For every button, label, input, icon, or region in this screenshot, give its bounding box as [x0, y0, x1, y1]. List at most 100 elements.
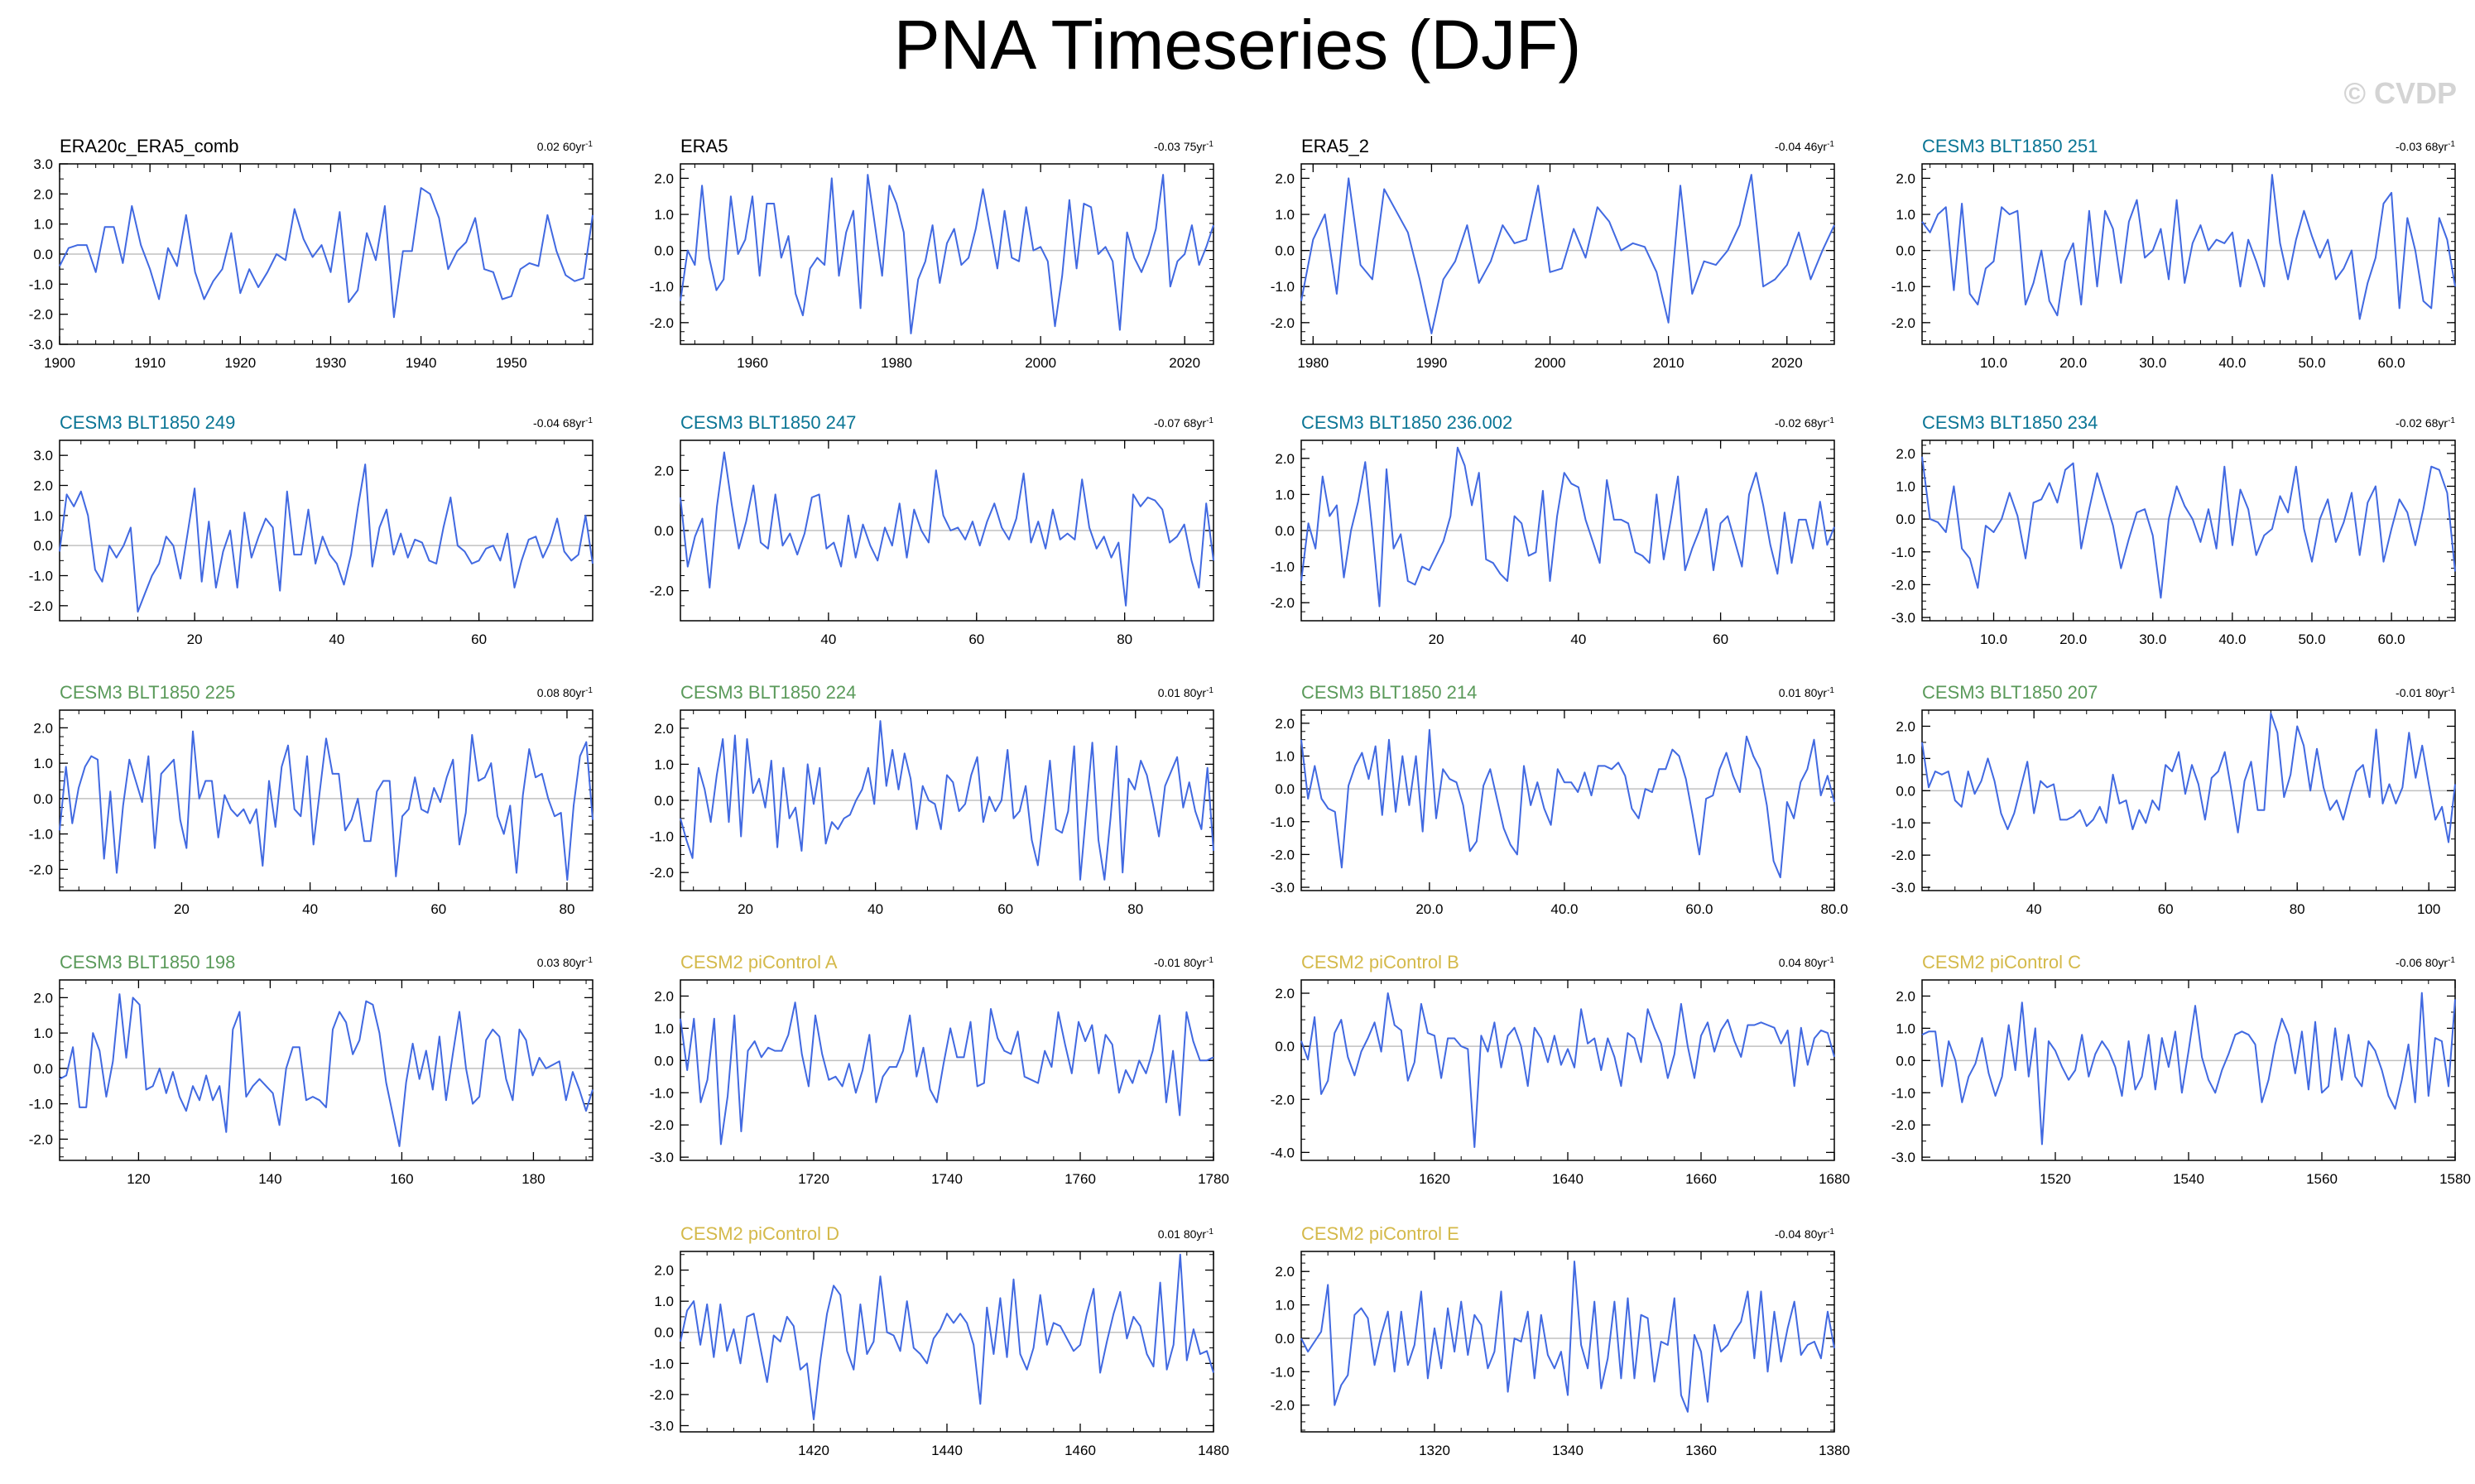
- y-tick-label: 1.0: [1275, 1298, 1295, 1314]
- y-tick-label: 1.0: [654, 207, 674, 223]
- panel-title: CESM3 BLT1850 198: [60, 952, 235, 973]
- pna-panel-16: CESM2 piControl C -0.06 80yr-1 2.0 1.0 0.0 -1…: [1891, 952, 2471, 1187]
- x-tick-label: 1930: [315, 355, 347, 371]
- y-tick-label: -1.0: [1891, 545, 1915, 560]
- y-tick-label: -1.0: [650, 829, 674, 845]
- plot-frame: [1300, 1251, 1835, 1433]
- y-tick-label: 2.0: [1275, 1264, 1295, 1280]
- x-tick-label: 60: [2158, 901, 2174, 917]
- y-tick-label: 2.0: [33, 990, 53, 1006]
- x-tick-label: 40.0: [2218, 355, 2246, 371]
- plot-frame: [680, 163, 1214, 345]
- y-tick-label: 2.0: [1896, 718, 1915, 734]
- x-tick-label: 60.0: [2378, 355, 2405, 371]
- y-tick-label: 0.0: [1275, 1331, 1295, 1347]
- x-tick-label: 80: [560, 901, 575, 917]
- y-tick-label: -1.0: [650, 1085, 674, 1101]
- trend-label: 0.08 80yr-1: [537, 686, 594, 700]
- x-tick-label: 1460: [1064, 1443, 1096, 1458]
- x-tick-label: 60: [471, 632, 487, 647]
- y-tick-label: 1.0: [654, 756, 674, 772]
- pna-panel-6: CESM3 BLT1850 247 -0.07 68yr-1 2.0 0.0 -2.0 4…: [650, 412, 1214, 647]
- plot-frame: [1300, 979, 1835, 1161]
- x-tick-label: 1320: [1419, 1443, 1450, 1458]
- y-tick-label: 0.0: [1275, 1039, 1295, 1054]
- pna-panel-17: CESM2 piControl D 0.01 80yr-1 2.0 1.0 0.0 -1.…: [650, 1223, 1229, 1458]
- pna-panel-4: CESM3 BLT1850 251 -0.03 68yr-1 2.0 1.0 0.0 -1…: [1891, 136, 2456, 371]
- pna-panel-12: CESM3 BLT1850 207 -0.01 80yr-1 2.0 1.0 0.0 -1…: [1891, 682, 2456, 917]
- x-tick-label: 60: [968, 632, 984, 647]
- pna-series-line: [1921, 456, 2456, 599]
- x-tick-label: 1900: [44, 355, 75, 371]
- pna-series-line: [59, 463, 594, 613]
- y-tick-label: -1.0: [1891, 1085, 1915, 1101]
- panel-title: CESM3 BLT1850 251: [1922, 136, 2098, 156]
- x-tick-label: 1640: [1552, 1171, 1584, 1187]
- y-tick-label: 0.0: [654, 793, 674, 809]
- y-tick-label: 0.0: [33, 1061, 53, 1077]
- y-tick-label: 2.0: [1275, 716, 1295, 732]
- panel-title: CESM3 BLT1850 214: [1301, 682, 1477, 703]
- pna-series-line: [1921, 992, 2456, 1145]
- pna-panel-2: ERA5 -0.03 75yr-1 2.0 1.0 0.0 -1.0 -2.0 1960 198…: [650, 136, 1214, 371]
- trend-label: 0.02 60yr-1: [537, 140, 594, 154]
- plot-frame: [1921, 163, 2456, 345]
- panel-title: CESM3 BLT1850 207: [1922, 682, 2098, 703]
- pna-series-line: [1921, 174, 2456, 320]
- x-tick-label: 1620: [1419, 1171, 1450, 1187]
- panel-title: CESM2 piControl C: [1922, 952, 2081, 973]
- x-tick-label: 2000: [1535, 355, 1566, 371]
- y-tick-label: -2.0: [1271, 315, 1295, 331]
- y-tick-label: -1.0: [29, 1097, 53, 1112]
- y-tick-label: -2.0: [1271, 847, 1295, 862]
- y-tick-label: 0.0: [33, 791, 53, 807]
- y-tick-label: -2.0: [650, 1117, 674, 1133]
- pna-series-line: [680, 1253, 1214, 1420]
- pna-series-line: [680, 174, 1214, 334]
- y-tick-label: 1.0: [1275, 207, 1295, 223]
- x-tick-label: 40: [820, 632, 836, 647]
- y-tick-label: 2.0: [1896, 988, 1915, 1004]
- x-tick-label: 80: [1127, 901, 1143, 917]
- x-tick-label: 60: [997, 901, 1013, 917]
- y-tick-label: 0.0: [654, 243, 674, 259]
- y-tick-label: 0.0: [1896, 1053, 1915, 1069]
- y-tick-label: 1.0: [1275, 748, 1295, 764]
- trend-label: -0.07 68yr-1: [1154, 416, 1213, 430]
- pna-panel-10: CESM3 BLT1850 224 0.01 80yr-1 2.0 1.0 0.0 -1.…: [650, 682, 1214, 917]
- y-tick-label: -3.0: [1891, 880, 1915, 896]
- y-tick-label: 0.0: [1896, 511, 1915, 527]
- x-tick-label: 60: [1713, 632, 1728, 647]
- pna-series-line: [59, 993, 594, 1147]
- panel-title: CESM3 BLT1850 234: [1922, 412, 2098, 433]
- y-tick-label: -1.0: [1271, 560, 1295, 575]
- y-tick-label: 1.0: [654, 1021, 674, 1036]
- y-tick-label: 3.0: [33, 448, 53, 463]
- y-tick-label: 2.0: [1275, 986, 1295, 1001]
- panel-title: CESM2 piControl D: [680, 1223, 839, 1244]
- pna-panel-5: CESM3 BLT1850 249 -0.04 68yr-1 3.0 2.0 1.0 0.…: [29, 412, 594, 647]
- x-tick-label: 1680: [1819, 1171, 1850, 1187]
- x-tick-label: 1660: [1685, 1171, 1717, 1187]
- y-tick-label: -3.0: [29, 337, 53, 353]
- y-tick-label: -2.0: [29, 1131, 53, 1147]
- x-tick-label: 2020: [1771, 355, 1803, 371]
- y-tick-label: -2.0: [1891, 315, 1915, 331]
- y-tick-label: 2.0: [1275, 451, 1295, 467]
- x-tick-label: 1580: [2439, 1171, 2471, 1187]
- x-tick-label: 30.0: [2139, 355, 2166, 371]
- y-tick-label: -2.0: [29, 307, 53, 323]
- x-tick-label: 80: [2290, 901, 2305, 917]
- trend-label: 0.01 80yr-1: [1158, 1227, 1214, 1241]
- x-tick-label: 40.0: [2218, 632, 2246, 647]
- x-tick-label: 180: [521, 1171, 545, 1187]
- trend-label: 0.01 80yr-1: [1158, 686, 1214, 700]
- pna-series-line: [680, 1001, 1214, 1145]
- y-tick-label: -1.0: [650, 279, 674, 295]
- plot-frame: [680, 1251, 1214, 1433]
- y-tick-label: 2.0: [654, 463, 674, 478]
- x-tick-label: 30.0: [2139, 632, 2166, 647]
- x-tick-label: 1960: [737, 355, 768, 371]
- panel-title: CESM2 piControl B: [1301, 952, 1459, 973]
- y-tick-label: -1.0: [1271, 279, 1295, 295]
